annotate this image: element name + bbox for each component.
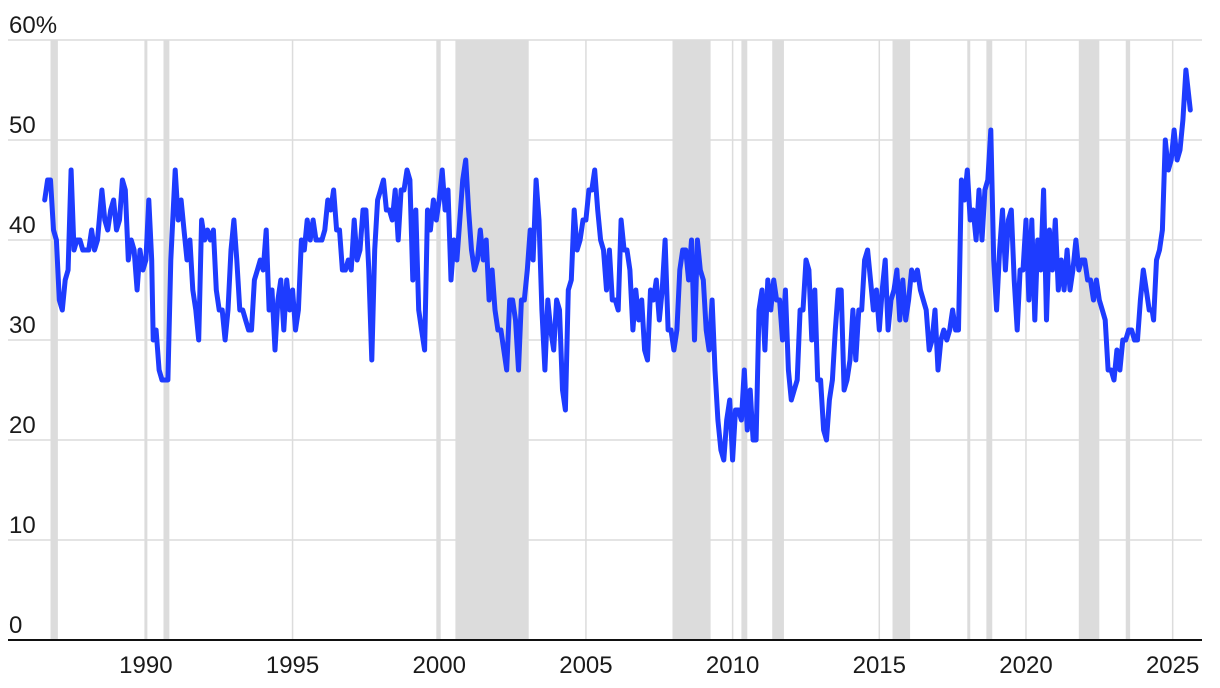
- x-tick-label: 2010: [706, 652, 759, 679]
- y-tick-label: 50: [9, 112, 36, 139]
- x-axis-tick-labels: 1990 1995 2000 2005 2010 2015 2020 2025: [119, 652, 1199, 679]
- y-tick-label: 60%: [9, 12, 57, 39]
- x-tick-label: 2000: [413, 652, 466, 679]
- y-axis-tick-labels: 0 10 20 30 40 50 60%: [9, 12, 57, 639]
- x-tick-label: 2015: [853, 652, 906, 679]
- gridlines: [8, 39, 1202, 640]
- y-tick-label: 40: [9, 212, 36, 239]
- x-tick-label: 2005: [559, 652, 612, 679]
- y-tick-label: 10: [9, 512, 36, 539]
- data-series: [42, 67, 1193, 463]
- y-tick-label: 30: [9, 312, 36, 339]
- y-tick-label: 20: [9, 412, 36, 439]
- series-line-0: [42, 67, 1193, 463]
- x-tick-label: 1995: [266, 652, 319, 679]
- x-tick-label: 2020: [999, 652, 1052, 679]
- x-tick-label: 2025: [1146, 652, 1199, 679]
- x-tick-label: 1990: [119, 652, 172, 679]
- y-tick-label: 0: [9, 612, 22, 639]
